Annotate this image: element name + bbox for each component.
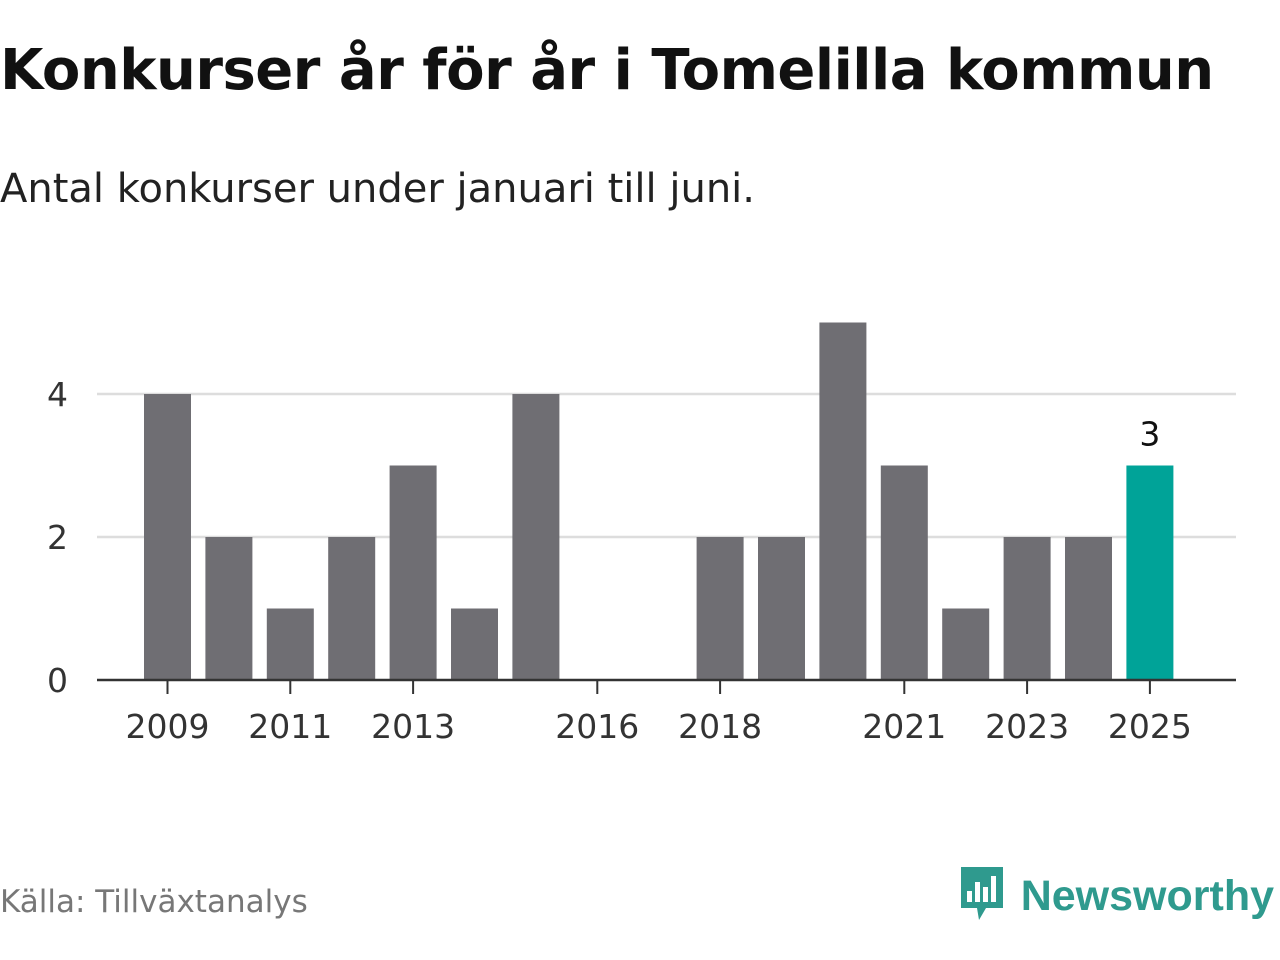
bar-chart: 0 2 4 3 2009 2011 2013 2016 2018 2021 2023 2025: [47, 322, 1236, 746]
data-label-2025: 3: [1139, 415, 1160, 454]
x-tick-label-2021: 2021: [862, 707, 946, 746]
x-tick-label-2009: 2009: [126, 707, 210, 746]
bar-2018: [696, 537, 744, 680]
bar-2023: [1003, 537, 1051, 680]
newsworthy-wordmark: Newsworthy: [1020, 871, 1274, 920]
bar-2014: [451, 608, 498, 680]
bar-2022: [942, 608, 990, 680]
tick-labels: 0 2 4 3 2009 2011 2013 2016 2018 2021 2023 2025: [47, 375, 1192, 746]
x-tick-label-2011: 2011: [248, 707, 332, 746]
newsworthy-logo-icon: [957, 864, 1007, 928]
bar-2019: [758, 537, 805, 680]
bar-2020: [819, 322, 867, 680]
x-tick-label-2016: 2016: [555, 707, 639, 746]
gridlines: [97, 392, 1236, 539]
y-tick-label-0: 0: [47, 661, 68, 700]
bar-2015: [512, 394, 560, 680]
y-tick-label-4: 4: [47, 375, 68, 414]
x-axis: [97, 678, 1236, 694]
x-tick-label-2018: 2018: [678, 707, 762, 746]
bar-2009: [144, 394, 191, 680]
chart-subtitle: Antal konkurser under januari till juni.: [0, 166, 755, 212]
bar-2021: [880, 465, 928, 680]
bar-2010: [205, 537, 253, 680]
x-tick-label-2025: 2025: [1108, 707, 1192, 746]
y-tick-label-2: 2: [47, 518, 68, 557]
bar-2024: [1065, 537, 1112, 680]
bars: [144, 322, 1174, 680]
x-tick-label-2013: 2013: [371, 707, 455, 746]
chart-title: Konkurser år för år i Tomelilla kommun: [0, 38, 1214, 103]
bar-2025: [1126, 465, 1174, 680]
source-note: Källa: Tillväxtanalys: [0, 884, 308, 920]
bar-2012: [328, 537, 376, 680]
x-tick-label-2023: 2023: [985, 707, 1069, 746]
bar-2013: [389, 465, 437, 680]
bar-2011: [266, 608, 314, 680]
newsworthy-logo[interactable]: Newsworthy: [957, 864, 1274, 928]
